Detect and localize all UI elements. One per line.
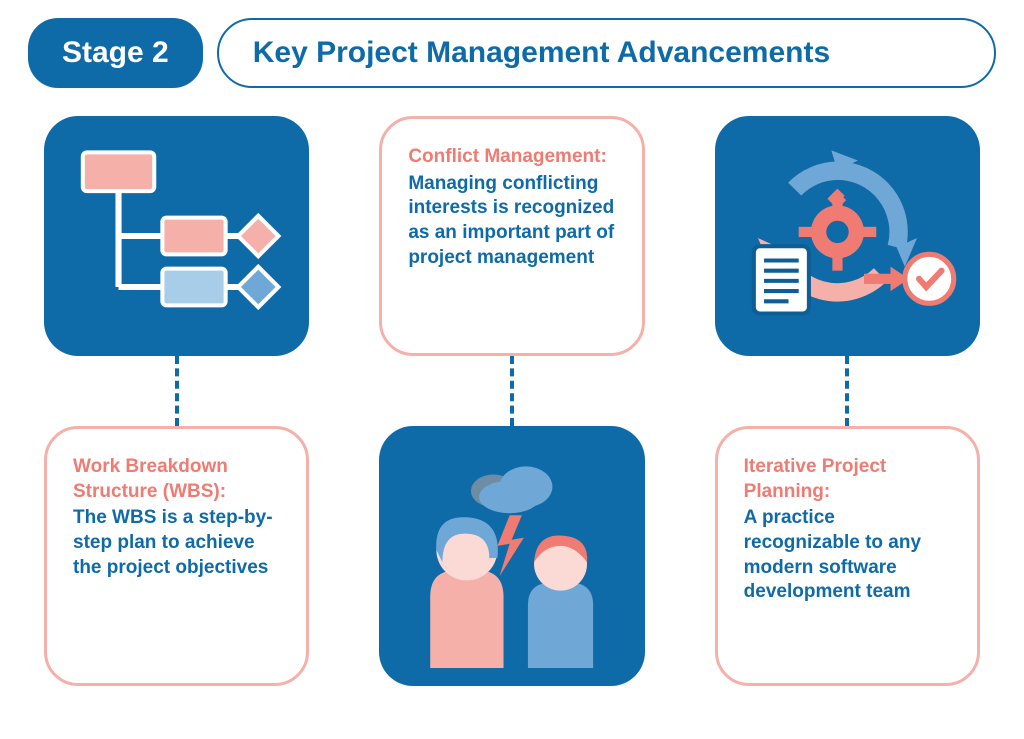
flowchart-icon <box>62 134 291 338</box>
conflict-body: Managing conflicting interests is recogn… <box>408 172 615 271</box>
connector-1 <box>175 356 179 426</box>
wbs-title: Work Breakdown Structure (WBS): <box>73 455 280 504</box>
people-storm-icon <box>397 444 626 668</box>
stage-badge: Stage 2 <box>28 18 203 88</box>
wbs-text-card: Work Breakdown Structure (WBS): The WBS … <box>44 426 309 686</box>
cycle-icon <box>733 134 962 338</box>
conflict-text-card: Conflict Management: Managing conflictin… <box>379 116 644 356</box>
conflict-icon-card <box>379 426 644 686</box>
iterative-body: A practice recognizable to any modern so… <box>744 506 951 605</box>
wbs-icon-card <box>44 116 309 356</box>
iterative-text-card: Iterative Project Planning: A practice r… <box>715 426 980 686</box>
wbs-body: The WBS is a step-by-step plan to achiev… <box>73 506 280 580</box>
connector-3 <box>845 356 849 426</box>
page-title: Key Project Management Advancements <box>217 18 996 88</box>
conflict-title: Conflict Management: <box>408 145 606 170</box>
connector-2 <box>510 356 514 426</box>
iterative-title: Iterative Project Planning: <box>744 455 951 504</box>
header-row: Stage 2 Key Project Management Advanceme… <box>28 18 996 88</box>
iterative-icon-card <box>715 116 980 356</box>
